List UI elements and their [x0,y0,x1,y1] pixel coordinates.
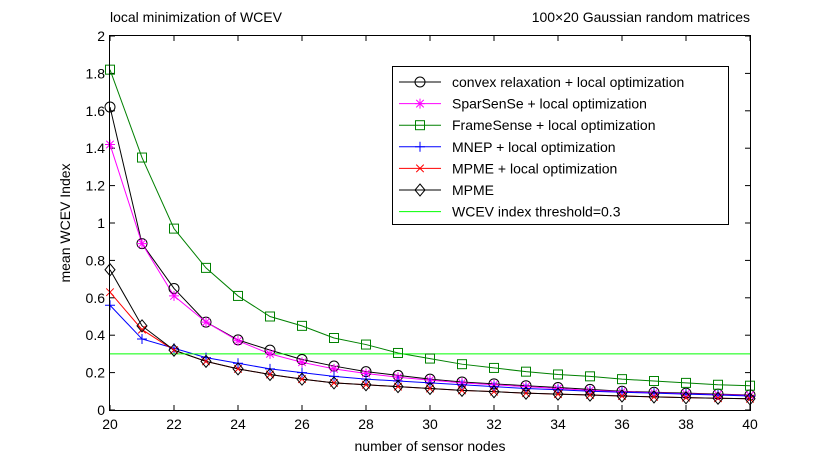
y-tick-label: 0 [97,402,105,418]
data-point-2-4 [233,290,243,301]
data-point-5-15 [584,388,596,402]
y-tick-label: 2 [97,28,105,44]
legend-marker-3 [415,141,425,152]
data-point-5-14 [552,387,564,401]
data-point-5-9 [392,379,404,394]
data-point-5-13 [520,386,532,400]
data-point-2-15 [585,371,595,382]
data-point-2-16 [617,374,627,385]
x-tick-label: 22 [166,416,182,432]
x-axis-label: number of sensor nodes [355,438,506,454]
legend-label-6: WCEV index threshold=0.3 [452,204,621,220]
y-tick-label: 1.6 [86,103,106,119]
legend-label-3: MNEP + local optimization [452,139,616,155]
y-tick-label: 1.8 [86,65,106,81]
data-point-5-1 [136,319,148,333]
series-line-2 [109,69,751,387]
data-point-2-19 [713,379,723,390]
data-point-2-1 [137,152,147,163]
data-point-5-12 [488,384,500,399]
legend-marker-2 [415,120,425,131]
data-point-5-6 [296,372,308,386]
data-point-2-13 [521,366,531,377]
data-point-1-6 [297,357,307,368]
data-point-2-17 [649,376,659,387]
legend-marker-1 [415,98,425,109]
data-point-5-7 [328,376,340,390]
data-point-5-10 [424,381,436,396]
data-point-2-3 [201,262,211,273]
x-tick-label: 30 [422,416,438,432]
data-point-5-18 [680,390,692,405]
y-tick-label: 1.2 [86,178,106,194]
data-point-1-4 [233,335,243,346]
legend-label-0: convex relaxation + local optimization [452,74,684,90]
x-tick-label: 20 [102,416,118,432]
data-point-2-10 [425,353,435,364]
x-tick-label: 40 [742,416,758,432]
data-point-5-5 [264,367,276,382]
data-point-1-1 [137,238,147,249]
data-point-5-8 [360,377,372,392]
y-tick-label: 1.4 [86,140,106,156]
plot-frame [109,35,751,411]
x-tick-label: 34 [550,416,566,432]
y-tick-label: 0.4 [86,327,106,343]
data-point-2-12 [489,362,499,373]
data-point-1-3 [201,317,211,328]
x-tick-label: 28 [358,416,374,432]
chart-subtitle: 100×20 Gaussian random matrices [532,9,750,25]
legend-label-2: FrameSense + local optimization [452,117,656,133]
data-point-5-3 [200,354,212,369]
legend-marker-5 [414,183,426,197]
legend: convex relaxation + local optimization Sp… [392,66,729,225]
data-point-3-13 [521,383,531,394]
data-point-3-1 [137,333,147,344]
data-point-5-2 [168,343,180,357]
x-tick-label: 26 [294,416,310,432]
y-tick-label: 1 [97,215,105,231]
data-point-2-9 [393,347,403,358]
x-tick-label: 38 [678,416,694,432]
data-point-1-7 [329,363,339,374]
legend-label-1: SparSenSe + local optimization [452,96,647,112]
legend-box [392,66,729,225]
y-tick-label: 0.2 [86,365,106,381]
data-point-2-6 [297,320,307,331]
x-tick-label: 36 [614,416,630,432]
y-tick-label: 0.8 [86,252,106,268]
data-point-1-2 [169,290,179,301]
y-tick-label: 0.6 [86,290,106,306]
data-point-1-8 [361,368,371,379]
y-axis-label: mean WCEV Index [57,163,73,282]
x-tick-label: 24 [230,416,246,432]
data-point-3-12 [489,381,499,392]
data-point-2-2 [169,223,179,234]
data-point-2-11 [457,359,467,370]
legend-label-4: MPME + local optimization [452,160,617,176]
legend-label-5: MPME [452,182,494,198]
data-point-2-8 [361,339,371,350]
data-point-5-11 [456,383,468,398]
data-point-1-5 [265,348,275,359]
chart-title: local minimization of WCEV [110,9,283,25]
data-point-5-19 [712,391,724,406]
legend-marker-0 [414,76,426,88]
data-point-2-5 [265,311,275,322]
data-point-3-14 [553,384,563,395]
data-point-2-7 [329,333,339,344]
data-point-2-18 [681,377,691,388]
data-point-5-16 [616,389,628,403]
data-point-5-4 [232,362,244,376]
x-axis-ticks: 20 22 24 26 28 30 32 34 36 38 40 [102,36,758,432]
data-point-5-17 [648,390,660,404]
data-point-4-1 [137,325,147,334]
x-tick-label: 32 [486,416,502,432]
legend-marker-4 [415,164,425,173]
data-point-2-14 [553,369,563,380]
